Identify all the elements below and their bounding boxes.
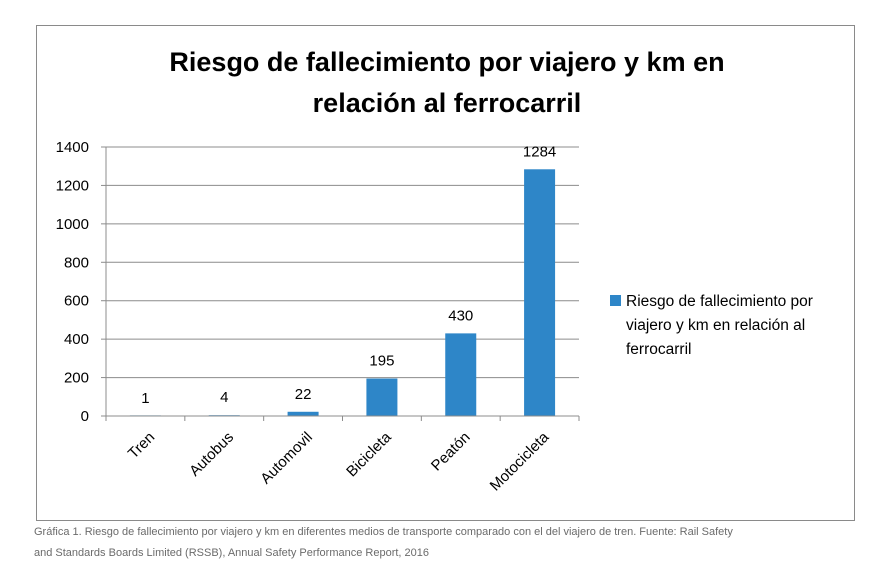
y-tick-label: 600 bbox=[64, 293, 89, 310]
legend-swatch bbox=[610, 295, 621, 306]
chart-title-line-1: Riesgo de fallecimiento por viajero y km… bbox=[169, 47, 724, 77]
legend-line-1: Riesgo de fallecimiento por bbox=[626, 293, 813, 310]
data-label: 4 bbox=[220, 389, 228, 406]
category-label: Bicicleta bbox=[343, 428, 395, 480]
category-label: Tren bbox=[125, 429, 158, 462]
legend-line-2: viajero y km en relación al bbox=[626, 317, 805, 334]
legend-line-3: ferrocarril bbox=[626, 341, 691, 358]
figure-caption: Gráfica 1. Riesgo de fallecimiento por v… bbox=[34, 522, 870, 564]
y-tick-label: 1000 bbox=[56, 216, 89, 233]
bar-bicicleta bbox=[366, 378, 398, 416]
data-label: 430 bbox=[448, 307, 473, 324]
category-label: Peatón bbox=[428, 429, 474, 475]
y-tick-label: 800 bbox=[64, 254, 89, 271]
caption-line-2: and Standards Boards Limited (RSSB), Ann… bbox=[34, 547, 429, 559]
y-tick-label: 400 bbox=[64, 331, 89, 348]
data-label: 1284 bbox=[523, 143, 556, 160]
bar-automovil bbox=[287, 411, 319, 416]
data-label: 22 bbox=[295, 386, 312, 403]
labels: 0 200 400 600 800 1000 1200 1400 1 Tren 4 Autobus 22… bbox=[56, 139, 557, 494]
category-label: Motocicleta bbox=[487, 428, 553, 494]
y-tick-label: 200 bbox=[64, 370, 89, 387]
data-label: 1 bbox=[141, 390, 149, 407]
y-tick-label: 1200 bbox=[56, 177, 89, 194]
gridlines bbox=[106, 146, 579, 379]
y-tick-label: 0 bbox=[81, 408, 89, 425]
axes bbox=[101, 146, 580, 421]
bar-peatón bbox=[445, 333, 477, 416]
chart-title-line-2: relación al ferrocarril bbox=[313, 88, 582, 118]
caption-line-1: Gráfica 1. Riesgo de fallecimiento por v… bbox=[34, 526, 733, 538]
chart-frame bbox=[36, 25, 855, 521]
data-label: 195 bbox=[369, 353, 394, 370]
bars bbox=[129, 169, 556, 416]
category-label: Autobus bbox=[186, 429, 237, 480]
bar-motocicleta bbox=[524, 169, 556, 416]
category-label: Automovil bbox=[257, 429, 316, 488]
y-tick-label: 1400 bbox=[56, 139, 89, 156]
legend: Riesgo de fallecimiento por viajero y km… bbox=[610, 293, 813, 358]
